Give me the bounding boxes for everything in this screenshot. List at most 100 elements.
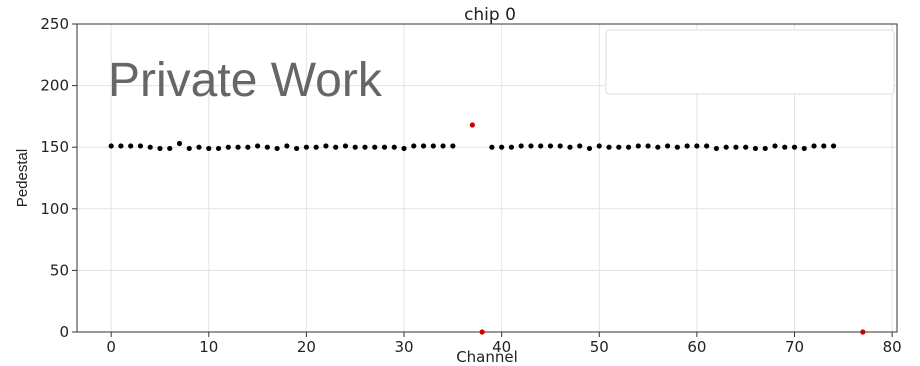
data-point (860, 329, 866, 335)
data-point (538, 143, 544, 149)
x-tick-label: 0 (106, 338, 116, 356)
x-tick-label: 20 (297, 338, 316, 356)
data-point (440, 143, 446, 149)
data-point (489, 144, 495, 150)
data-point (752, 145, 759, 152)
x-tick-label: 40 (492, 338, 511, 356)
data-point (606, 144, 612, 150)
data-point (274, 145, 280, 152)
data-point (830, 143, 837, 149)
data-point (235, 144, 241, 150)
data-point (362, 144, 368, 150)
y-tick-label: 150 (40, 138, 69, 156)
x-tick-label: 80 (883, 338, 902, 356)
data-point (508, 144, 515, 150)
data-point (801, 145, 807, 152)
data-point (723, 144, 729, 150)
data-point (401, 145, 407, 152)
data-point (733, 144, 739, 150)
data-point (284, 143, 290, 149)
data-point (294, 145, 300, 152)
y-tick-label: 0 (59, 323, 69, 341)
private-work-watermark: Private Work (108, 54, 383, 107)
data-points (108, 122, 866, 335)
data-point (333, 144, 339, 150)
tick-labels: 0 10 20 30 40 50 60 70 80 0 50 100 150 200 250 (40, 15, 901, 356)
data-point (704, 143, 710, 149)
data-point (391, 144, 397, 150)
legend-box (605, 29, 895, 95)
data-point (479, 329, 485, 335)
x-axis-label: Channel (456, 348, 518, 366)
data-point (420, 143, 427, 149)
data-point (245, 144, 251, 150)
data-point (372, 144, 378, 150)
data-point (381, 144, 388, 150)
data-point (137, 143, 144, 149)
data-point (167, 145, 173, 152)
data-point (655, 144, 661, 150)
data-point (196, 144, 202, 150)
data-point (254, 143, 261, 149)
data-point (782, 144, 788, 150)
data-point (596, 143, 602, 149)
data-point (186, 145, 192, 152)
data-point (411, 143, 417, 149)
data-point (128, 143, 134, 149)
y-axis-label: Pedestal (14, 149, 31, 207)
y-tick-label: 250 (40, 15, 69, 33)
x-tick-label: 70 (785, 338, 804, 356)
data-point (118, 143, 124, 149)
chart-title: chip 0 (464, 5, 516, 25)
data-point (635, 143, 641, 149)
x-tick-label: 50 (590, 338, 609, 356)
data-point (616, 144, 622, 150)
x-tick-label: 30 (394, 338, 413, 356)
data-point (225, 144, 231, 150)
data-point (147, 144, 153, 150)
data-point (176, 140, 183, 147)
data-point (694, 143, 700, 149)
data-point (342, 143, 349, 149)
data-point (674, 144, 680, 150)
data-point (323, 143, 329, 149)
data-point (821, 143, 827, 149)
data-point (791, 144, 798, 150)
data-point (352, 144, 358, 150)
data-point (518, 143, 524, 149)
data-point (469, 122, 475, 128)
data-point (586, 145, 593, 152)
plot-axes (72, 23, 898, 337)
x-tick-label: 60 (687, 338, 706, 356)
data-point (567, 144, 573, 150)
data-point (811, 143, 817, 149)
data-point (743, 144, 749, 150)
data-point (557, 143, 563, 149)
data-point (762, 145, 768, 152)
data-point (645, 143, 651, 149)
data-point (625, 144, 632, 150)
y-tick-label: 200 (40, 77, 69, 95)
data-point (713, 145, 720, 152)
plot-frame (76, 23, 898, 333)
x-tick-label: 10 (199, 338, 218, 356)
data-point (215, 145, 222, 152)
y-tick-label: 50 (50, 261, 69, 279)
data-point (772, 143, 778, 149)
data-point (157, 145, 163, 152)
data-point (264, 144, 270, 150)
data-point (664, 143, 671, 149)
data-point (528, 143, 534, 149)
y-tick-label: 100 (40, 200, 69, 218)
data-point (684, 143, 690, 149)
data-point (313, 144, 319, 150)
data-point (577, 143, 583, 149)
data-point (303, 144, 310, 150)
data-point (430, 143, 436, 149)
data-point (547, 143, 554, 149)
data-point (450, 143, 456, 149)
data-point (206, 145, 212, 152)
data-point (108, 143, 114, 149)
data-point (499, 144, 505, 150)
